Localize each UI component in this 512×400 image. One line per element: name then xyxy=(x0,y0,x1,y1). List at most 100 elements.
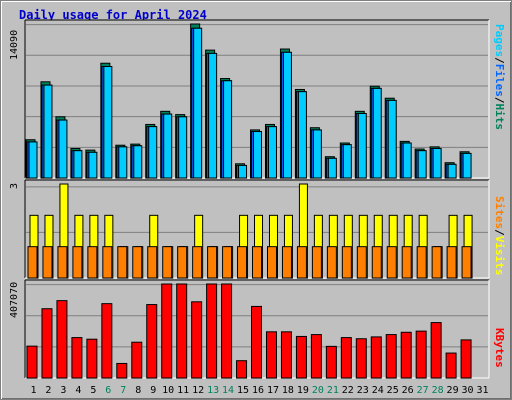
bar-sites-day-27 xyxy=(416,246,427,279)
bar-pages-day-22 xyxy=(342,144,352,179)
x-tick-label-day-2: 2 xyxy=(45,385,51,396)
x-tick-label-day-1: 1 xyxy=(30,385,36,396)
x-tick-label-day-15: 15 xyxy=(237,385,249,396)
x-tick-label-day-16: 16 xyxy=(252,385,264,396)
bar-kbytes-day-15 xyxy=(236,360,248,379)
bar-kbytes-day-4 xyxy=(71,337,83,379)
bar-kbytes-day-25 xyxy=(385,334,397,379)
bar-kbytes-day-17 xyxy=(265,331,277,379)
bar-sites-day-21 xyxy=(326,246,337,279)
x-tick-label-day-28: 28 xyxy=(432,385,444,396)
x-tick-label-day-26: 26 xyxy=(402,385,414,396)
bar-sites-day-7 xyxy=(117,246,128,279)
bar-kbytes-day-28 xyxy=(430,322,442,379)
bar-sites-day-30 xyxy=(461,246,472,279)
x-tick-label-day-13: 13 xyxy=(207,385,219,396)
bar-kbytes-day-27 xyxy=(415,330,427,379)
bar-kbytes-day-6 xyxy=(101,303,113,379)
bar-sites-day-2 xyxy=(42,246,53,279)
bar-pages-day-13 xyxy=(208,52,218,179)
bar-sites-day-20 xyxy=(311,246,322,279)
bar-pages-day-17 xyxy=(267,126,277,179)
bar-pages-day-23 xyxy=(357,113,367,179)
bar-pages-day-12 xyxy=(193,27,203,179)
x-tick-label-day-7: 7 xyxy=(120,385,126,396)
bar-sites-day-8 xyxy=(132,246,143,279)
y-max-label-top: 14090 xyxy=(9,29,20,60)
bar-kbytes-day-23 xyxy=(355,338,367,379)
bar-kbytes-day-30 xyxy=(460,339,472,379)
bar-kbytes-day-20 xyxy=(310,334,322,379)
bar-pages-day-21 xyxy=(327,157,337,179)
bar-pages-day-20 xyxy=(312,129,322,179)
x-tick-label-day-17: 17 xyxy=(267,385,279,396)
bar-sites-day-19 xyxy=(296,246,307,279)
chart-title: Daily usage for April 2024 xyxy=(19,8,207,22)
bar-sites-day-3 xyxy=(57,246,68,279)
bar-kbytes-day-24 xyxy=(370,336,382,379)
bar-pages-day-9 xyxy=(148,126,158,179)
bar-pages-day-29 xyxy=(447,163,457,179)
legend-mid: Sites/Visits xyxy=(493,196,506,276)
legend-kbytes: KBytes xyxy=(493,328,506,368)
bar-pages-day-14 xyxy=(223,80,233,179)
legend-sites: Sites xyxy=(493,196,506,230)
x-tick-label-day-4: 4 xyxy=(75,385,81,396)
bar-kbytes-day-5 xyxy=(86,338,98,379)
x-tick-label-day-5: 5 xyxy=(90,385,96,396)
bar-sites-day-12 xyxy=(192,246,203,279)
bar-sites-day-13 xyxy=(207,246,218,279)
bar-kbytes-day-11 xyxy=(176,283,188,379)
bar-kbytes-day-2 xyxy=(41,308,53,379)
bar-sites-day-25 xyxy=(386,246,397,279)
x-tick-label-day-10: 10 xyxy=(162,385,174,396)
bar-kbytes-day-9 xyxy=(146,304,158,379)
x-tick-label-day-25: 25 xyxy=(387,385,399,396)
x-tick-label-day-23: 23 xyxy=(357,385,369,396)
legend-bottom: KBytes xyxy=(493,328,506,368)
bar-sites-day-14 xyxy=(222,246,233,279)
x-tick-label-day-30: 30 xyxy=(462,385,474,396)
bar-pages-day-28 xyxy=(432,147,442,179)
bar-pages-day-8 xyxy=(133,145,143,179)
bar-sites-day-17 xyxy=(266,246,277,279)
x-tick-label-day-21: 21 xyxy=(327,385,339,396)
bar-kbytes-day-7 xyxy=(116,362,128,379)
bar-sites-day-5 xyxy=(87,246,98,279)
x-tick-label-day-31: 31 xyxy=(476,385,488,396)
bar-sites-day-16 xyxy=(252,246,263,279)
x-tick-label-day-29: 29 xyxy=(447,385,459,396)
x-tick-label-day-9: 9 xyxy=(150,385,156,396)
x-tick-label-day-24: 24 xyxy=(372,385,384,396)
x-tick-label-day-20: 20 xyxy=(312,385,324,396)
bar-kbytes-day-13 xyxy=(206,283,218,379)
bar-sites-day-26 xyxy=(401,246,412,279)
legend-top: Pages/Files/Hits xyxy=(493,24,506,130)
bar-kbytes-day-22 xyxy=(340,337,352,379)
bar-pages-day-16 xyxy=(253,131,263,179)
bar-kbytes-day-1 xyxy=(26,345,38,379)
legend-separator: / xyxy=(493,96,506,104)
bar-pages-day-6 xyxy=(103,66,113,179)
bar-kbytes-day-8 xyxy=(131,341,143,379)
bar-pages-day-5 xyxy=(88,151,98,179)
bar-kbytes-day-26 xyxy=(400,331,412,379)
bar-pages-day-2 xyxy=(43,84,53,179)
bar-pages-day-18 xyxy=(282,51,292,179)
y-max-label-mid: 3 xyxy=(9,182,20,189)
bar-kbytes-day-18 xyxy=(280,331,292,379)
bar-sites-day-23 xyxy=(356,246,367,279)
y-max-label-bottom: 407070 xyxy=(9,281,20,318)
bar-sites-day-29 xyxy=(446,246,457,279)
bar-sites-day-10 xyxy=(162,246,173,279)
bar-pages-day-19 xyxy=(297,91,307,179)
legend-separator: / xyxy=(493,57,506,64)
bar-pages-day-10 xyxy=(163,113,173,179)
x-tick-label-day-8: 8 xyxy=(135,385,141,396)
bar-sites-day-15 xyxy=(237,246,248,279)
x-tick-label-day-12: 12 xyxy=(192,385,204,396)
bar-pages-day-26 xyxy=(402,142,412,179)
bar-sites-day-18 xyxy=(281,246,292,279)
bar-pages-day-7 xyxy=(118,146,128,179)
